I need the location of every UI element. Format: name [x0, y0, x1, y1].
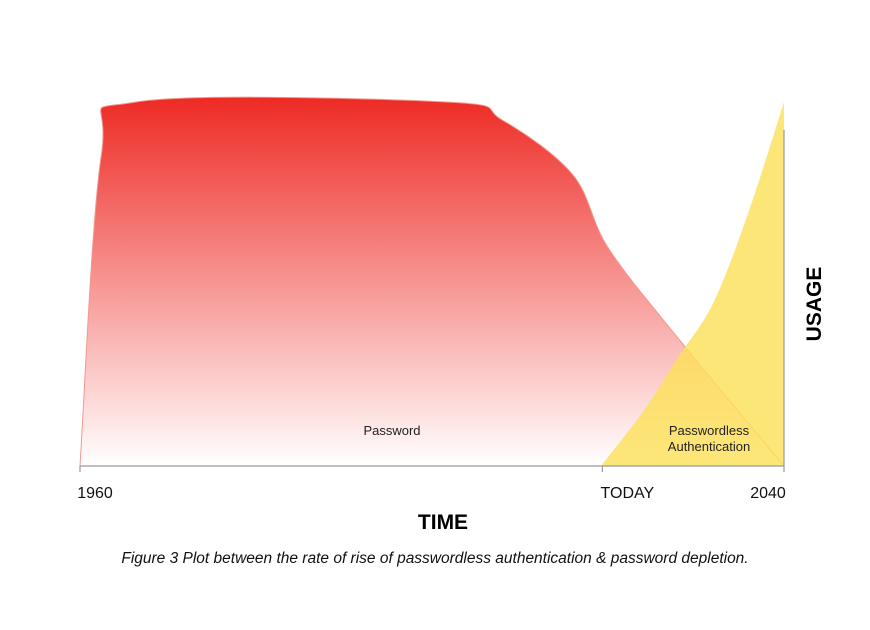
figure-caption: Figure 3 Plot between the rate of rise o… [121, 550, 749, 567]
password-label: Password [363, 423, 420, 438]
password-area [79, 96, 786, 467]
y-axis-title: USAGE [803, 267, 826, 342]
passwordless-label: Passwordless Authentication [668, 423, 750, 454]
x-tick-1960: 1960 [77, 485, 113, 502]
passwordless-area [600, 102, 784, 466]
x-tick-today: TODAY [601, 485, 655, 502]
x-axis-title: TIME [418, 511, 468, 534]
x-tick-2040: 2040 [750, 485, 786, 502]
x-ticks [79, 466, 785, 472]
